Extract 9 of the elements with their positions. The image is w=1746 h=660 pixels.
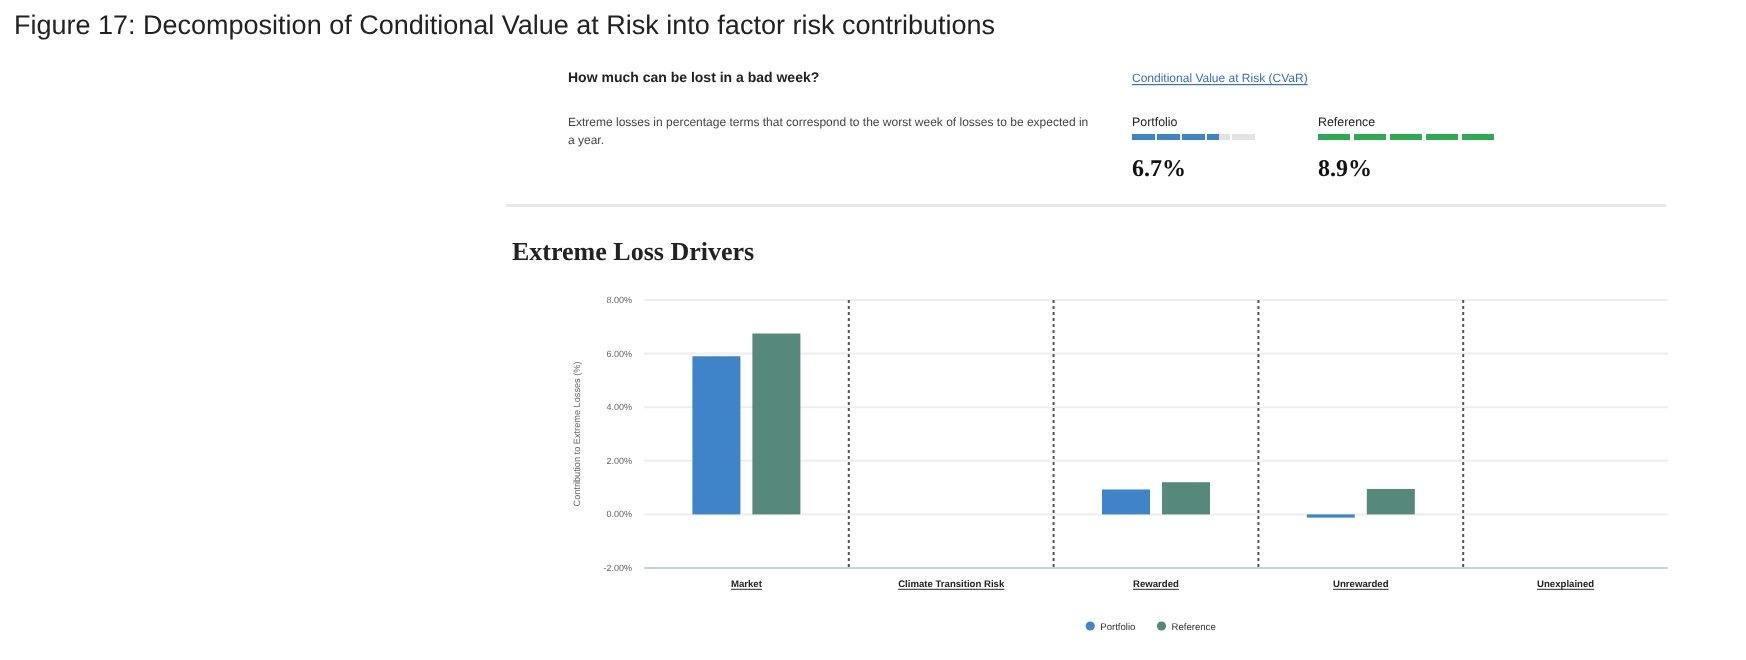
bar <box>1162 482 1210 515</box>
text: 8.9% <box>1318 154 1372 182</box>
bar <box>1102 489 1150 515</box>
bar <box>692 356 741 515</box>
text: 6.7% <box>1132 154 1186 182</box>
chart-title: Figure 17: Decomposition of Conditional Value at Risk into factor risk contributions <box>14 10 996 40</box>
bar <box>1366 488 1415 515</box>
chart-subtitle: Extreme Loss Drivers <box>512 236 755 266</box>
bar <box>752 333 801 515</box>
